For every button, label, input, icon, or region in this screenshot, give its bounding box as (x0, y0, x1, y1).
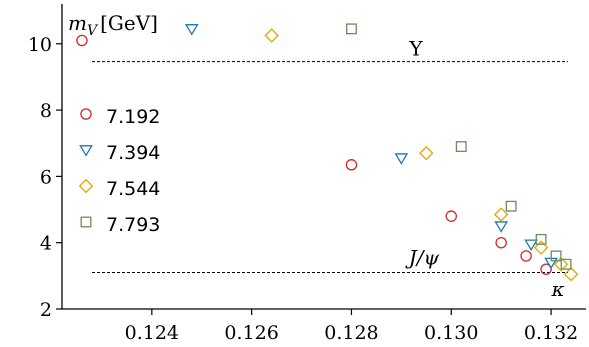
x-axis-label: κ (550, 277, 564, 301)
ticks: 2 4 6 8 10 0.124 0.126 0.128 0.130 0.132 (28, 34, 578, 344)
data-point (264, 28, 279, 43)
data-point (494, 221, 509, 233)
legend-marker (78, 178, 94, 194)
legend: 7.192 7.394 7.544 7.793 (78, 106, 160, 236)
data-point (535, 233, 547, 245)
data-point (563, 266, 579, 282)
y-label-subscript: V (87, 23, 99, 39)
x-tick-label: 0.124 (125, 322, 179, 344)
data-point (495, 236, 507, 249)
y-label-symbol: m (68, 11, 87, 35)
x-tick-label: 0.128 (324, 322, 378, 344)
data-points (76, 23, 579, 282)
data-point (445, 210, 458, 222)
legend-label: 7.394 (106, 142, 160, 164)
legend-marker (80, 108, 92, 120)
reference-line-label: J/ψ (405, 246, 440, 270)
x-tick-label: 0.132 (524, 322, 578, 344)
data-point (533, 240, 549, 255)
data-point (345, 159, 358, 171)
y-tick-label: 4 (40, 233, 52, 255)
legend-label: 7.192 (106, 106, 160, 128)
data-point (184, 24, 199, 36)
data-point (505, 200, 517, 212)
y-tick-label: 8 (40, 100, 52, 122)
data-point (345, 23, 357, 35)
data-point (419, 145, 434, 161)
reference-lines: Υ J/ψ (92, 37, 568, 274)
data-point (550, 250, 562, 262)
data-point (553, 257, 569, 272)
y-axis-label: mV [GeV] (68, 11, 158, 39)
legend-marker (80, 216, 92, 228)
data-point (520, 250, 532, 262)
y-tick-label: 10 (28, 34, 52, 56)
y-tick-label: 2 (40, 299, 52, 321)
data-point (560, 258, 572, 270)
data-point (76, 34, 88, 47)
axes (61, 4, 586, 310)
y-tick-label: 6 (40, 166, 52, 188)
reference-line-label: Υ (408, 37, 423, 61)
data-point (455, 141, 467, 153)
legend-label: 7.793 (106, 214, 160, 236)
data-point (540, 263, 552, 275)
data-point (524, 239, 538, 252)
data-point (394, 153, 409, 165)
legend-label: 7.544 (106, 178, 160, 200)
x-tick-label: 0.126 (224, 322, 278, 344)
y-label-unit: [GeV] (100, 11, 158, 35)
legend-marker (79, 145, 93, 157)
data-point (493, 207, 509, 222)
x-tick-label: 0.130 (424, 322, 478, 344)
